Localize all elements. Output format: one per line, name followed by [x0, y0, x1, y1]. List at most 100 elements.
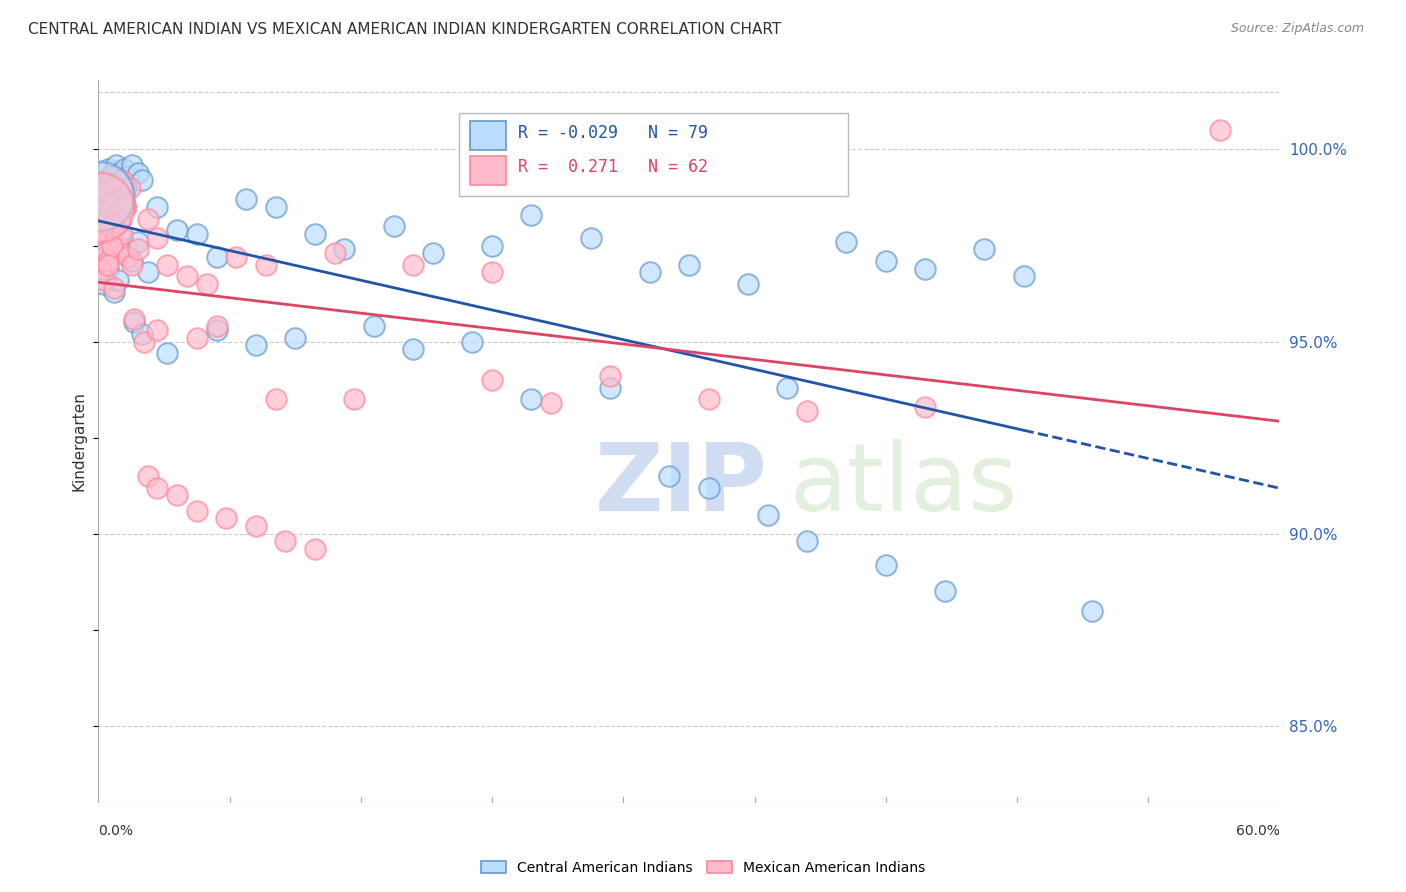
Point	[274, 534, 297, 549]
Point	[107, 193, 129, 207]
Point	[245, 338, 267, 352]
Point	[117, 169, 139, 184]
Point	[93, 200, 115, 214]
Point	[112, 196, 135, 211]
Point	[111, 193, 134, 207]
Point	[111, 227, 134, 241]
Point	[402, 343, 425, 357]
Point	[96, 188, 118, 202]
Point	[176, 269, 198, 284]
Point	[93, 273, 115, 287]
Point	[264, 200, 287, 214]
Point	[599, 381, 621, 395]
Point	[136, 265, 159, 279]
Point	[776, 381, 799, 395]
Point	[304, 227, 326, 241]
Point	[105, 158, 128, 172]
Point	[323, 246, 346, 260]
Point	[796, 534, 818, 549]
Text: atlas: atlas	[789, 439, 1018, 531]
FancyBboxPatch shape	[471, 121, 506, 151]
Point	[520, 208, 543, 222]
Point	[402, 258, 425, 272]
Point	[127, 243, 149, 257]
Point	[127, 165, 149, 179]
Point	[756, 508, 779, 522]
Point	[186, 331, 208, 345]
Point	[122, 311, 145, 326]
Point	[103, 285, 125, 299]
Point	[146, 231, 169, 245]
Point	[481, 238, 503, 252]
Point	[146, 323, 169, 337]
Point	[115, 181, 138, 195]
Point	[89, 200, 111, 214]
Point	[697, 392, 720, 407]
Point	[205, 319, 228, 334]
Point	[115, 200, 138, 214]
Point	[156, 258, 179, 272]
Point	[93, 250, 115, 264]
Point	[914, 400, 936, 414]
Point	[304, 542, 326, 557]
Point	[97, 258, 120, 272]
Point	[103, 281, 125, 295]
Point	[121, 253, 143, 268]
Point	[103, 177, 125, 191]
Point	[93, 173, 115, 187]
Point	[107, 246, 129, 260]
Point	[101, 196, 124, 211]
Point	[343, 392, 366, 407]
Point	[121, 258, 143, 272]
Point	[121, 158, 143, 172]
Point	[131, 173, 153, 187]
Point	[875, 558, 897, 572]
Point	[98, 169, 121, 184]
Point	[91, 181, 114, 195]
Point	[195, 277, 218, 291]
Point	[284, 331, 307, 345]
Point	[186, 227, 208, 241]
Point	[422, 246, 444, 260]
Point	[89, 261, 111, 276]
Point	[96, 235, 118, 249]
Point	[117, 243, 139, 257]
Point	[235, 193, 257, 207]
Text: Source: ZipAtlas.com: Source: ZipAtlas.com	[1230, 22, 1364, 36]
Point	[215, 511, 238, 525]
Point	[91, 177, 114, 191]
Point	[382, 219, 405, 234]
Point	[264, 392, 287, 407]
Point	[245, 519, 267, 533]
Point	[1012, 269, 1035, 284]
Point	[254, 258, 277, 272]
Point	[117, 250, 139, 264]
Legend: Central American Indians, Mexican American Indians: Central American Indians, Mexican Americ…	[475, 855, 931, 880]
Point	[132, 334, 155, 349]
Point	[103, 238, 125, 252]
Text: 0.0%: 0.0%	[98, 824, 134, 838]
Point	[136, 469, 159, 483]
Point	[97, 253, 120, 268]
Point	[111, 231, 134, 245]
Point	[146, 481, 169, 495]
Point	[107, 243, 129, 257]
Point	[579, 231, 602, 245]
Point	[1081, 604, 1104, 618]
Point	[737, 277, 759, 291]
Point	[973, 243, 995, 257]
Point	[96, 185, 118, 199]
Point	[146, 200, 169, 214]
Point	[658, 469, 681, 483]
Point	[107, 273, 129, 287]
Point	[105, 203, 128, 218]
Point	[101, 193, 124, 207]
Text: R = -0.029   N = 79: R = -0.029 N = 79	[517, 124, 707, 142]
Point	[93, 246, 115, 260]
Point	[89, 265, 111, 279]
Point	[112, 161, 135, 176]
Point	[98, 196, 121, 211]
Point	[166, 488, 188, 502]
Point	[540, 396, 562, 410]
Point	[101, 169, 124, 184]
